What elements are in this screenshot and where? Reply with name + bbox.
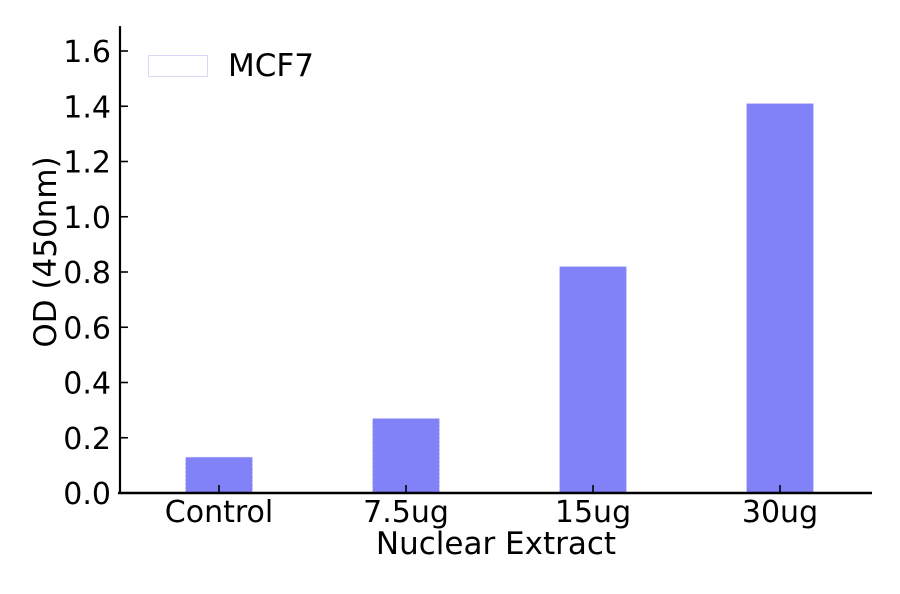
legend-swatch-icon — [148, 55, 208, 77]
y-tick-label: 0.4 — [63, 367, 111, 402]
x-tick-label: 7.5ug — [363, 495, 449, 530]
x-tick-label: 30ug — [742, 495, 818, 530]
y-tick-label: 1.4 — [63, 90, 111, 125]
y-tick-label: 0.2 — [63, 422, 111, 457]
y-tick-label: 0.0 — [63, 477, 111, 512]
x-axis-label: Nuclear Extract — [375, 526, 617, 562]
y-tick-label: 1.6 — [63, 35, 111, 70]
y-tick-label: 1.0 — [63, 201, 111, 236]
bar-7.5ug — [372, 417, 440, 494]
legend-label: MCF7 — [228, 47, 314, 84]
bar-30ug — [746, 102, 814, 494]
bar-15ug — [559, 265, 627, 494]
x-tick-label: Control — [165, 495, 273, 530]
legend: MCF7 — [148, 50, 314, 81]
y-tick-label: 1.2 — [63, 146, 111, 181]
y-tick-label: 0.6 — [63, 311, 111, 346]
y-axis-label: OD (450nm) — [28, 156, 64, 348]
y-tick-label: 0.8 — [63, 256, 111, 291]
x-tick-label: 15ug — [555, 495, 631, 530]
